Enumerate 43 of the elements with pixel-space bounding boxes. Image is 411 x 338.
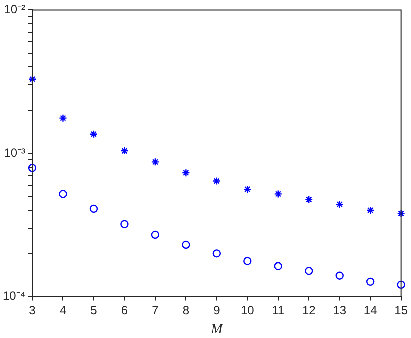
x-tick-label: 12 — [302, 303, 316, 318]
point — [336, 272, 344, 280]
point — [305, 196, 314, 204]
point — [90, 204, 98, 214]
point — [366, 206, 375, 215]
x-tick-label: 6 — [121, 303, 128, 318]
point — [244, 257, 252, 266]
y-tick-label: 10⁻⁴ — [2, 289, 26, 304]
y-tick-label: 10⁻² — [4, 2, 26, 17]
point — [182, 168, 190, 178]
x-tick-label: 10 — [240, 303, 255, 318]
point — [151, 158, 160, 166]
point — [28, 75, 37, 84]
x-tick-label: 5 — [90, 303, 98, 318]
x-tick-label: 13 — [333, 303, 347, 318]
x-tick-label: 3 — [29, 303, 36, 318]
x-tick-label: 15 — [394, 303, 408, 318]
x-tick-label: 14 — [364, 303, 378, 318]
point — [151, 230, 160, 240]
y-tick-label: 10⁻³ — [4, 146, 26, 160]
x-tick-label: 8 — [182, 303, 190, 318]
x-tick-label: 4 — [60, 303, 67, 318]
x-tick-label: 9 — [214, 303, 221, 318]
point — [28, 164, 37, 172]
point — [305, 267, 314, 276]
point — [397, 210, 406, 218]
point — [244, 185, 252, 194]
point — [59, 190, 68, 198]
point — [366, 278, 375, 286]
point — [212, 177, 222, 186]
x-axis-title: M — [210, 322, 224, 338]
point — [182, 240, 190, 250]
point — [212, 250, 222, 258]
point — [120, 220, 129, 229]
point — [120, 146, 129, 156]
point — [274, 190, 282, 198]
point — [336, 200, 344, 209]
point — [90, 130, 98, 138]
point — [274, 262, 282, 270]
x-tick-label: 11 — [272, 303, 285, 318]
point — [397, 280, 406, 290]
point — [59, 114, 68, 122]
x-tick-label: 7 — [152, 303, 160, 318]
